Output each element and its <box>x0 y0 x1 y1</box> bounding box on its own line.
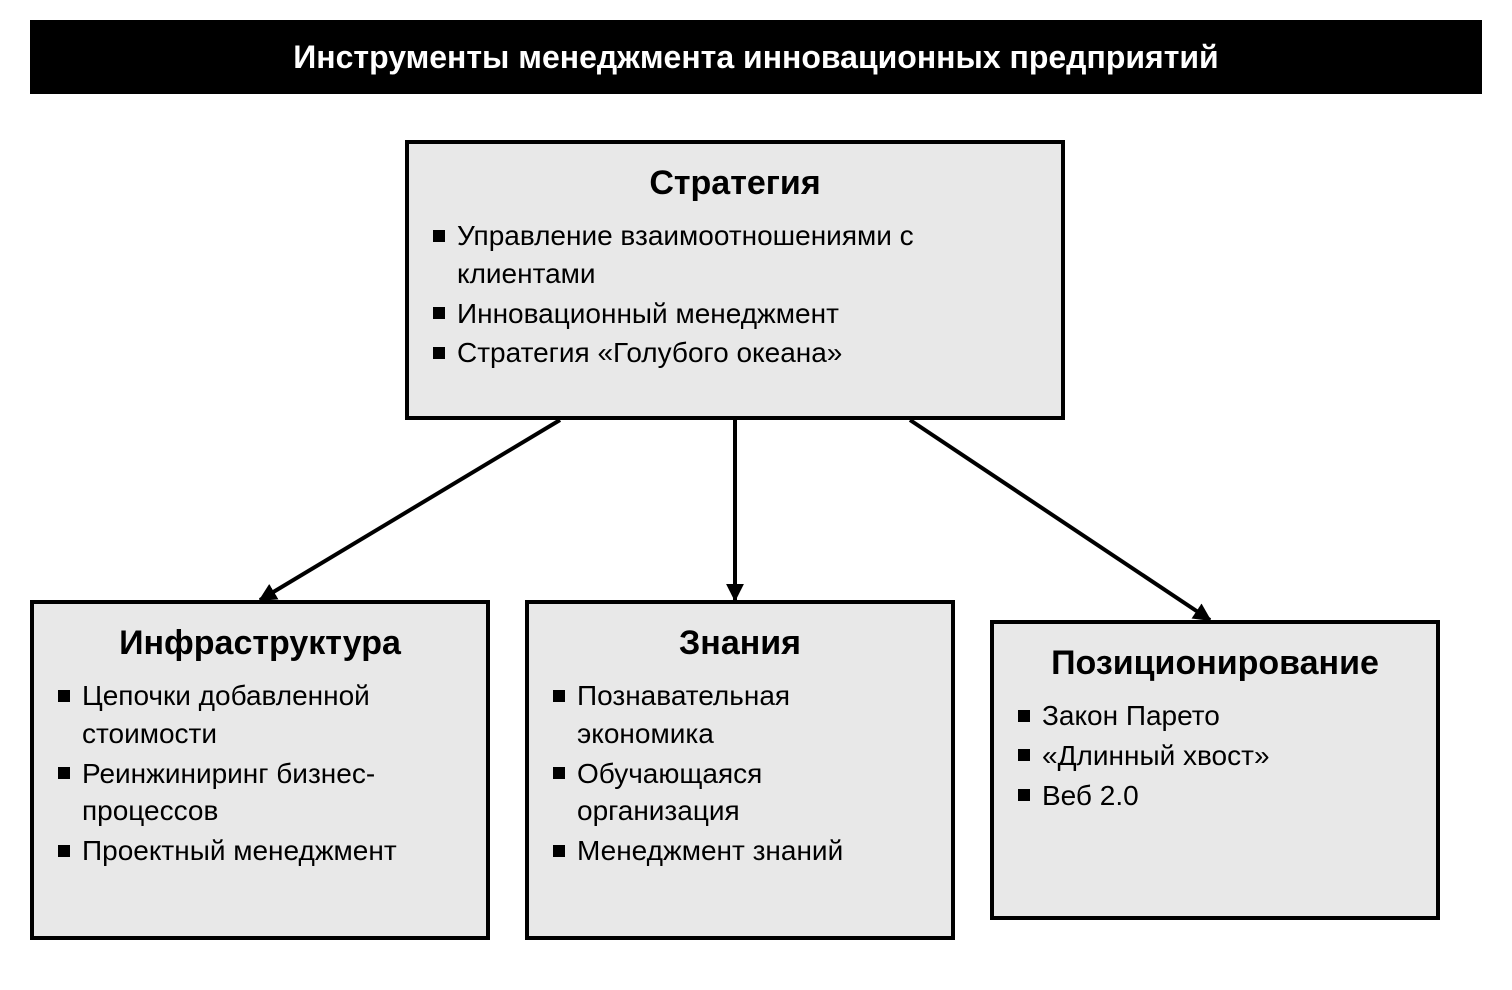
list-item: Стратегия «Голубого океана» <box>433 334 1037 372</box>
list-item: Познавательная экономика <box>553 677 927 753</box>
node-strategy: Стратегия Управление взаимоотношениями с… <box>405 140 1065 420</box>
list-item: Инновационный менеджмент <box>433 295 1037 333</box>
diagram-header-text: Инструменты менеджмента инновационных пр… <box>293 39 1218 76</box>
list-item: Веб 2.0 <box>1018 777 1412 815</box>
node-infrastructure-items: Цепочки добавленной стоимости Реинжинири… <box>58 677 462 870</box>
node-positioning-items: Закон Парето «Длинный хвост» Веб 2.0 <box>1018 697 1412 814</box>
node-positioning-title: Позиционирование <box>1018 644 1412 683</box>
list-item: Закон Парето <box>1018 697 1412 735</box>
node-positioning: Позиционирование Закон Парето «Длинный х… <box>990 620 1440 920</box>
list-item: «Длинный хвост» <box>1018 737 1412 775</box>
list-item: Цепочки добавленной стоимости <box>58 677 462 753</box>
list-item: Реинжиниринг бизнес-процессов <box>58 755 462 831</box>
node-knowledge: Знания Познавательная экономика Обучающа… <box>525 600 955 940</box>
list-item: Обучающаяся организация <box>553 755 927 831</box>
node-knowledge-title: Знания <box>553 624 927 663</box>
node-infrastructure-title: Инфраструктура <box>58 624 462 663</box>
list-item: Управление взаимоотношениями с клиентами <box>433 217 1037 293</box>
list-item: Проектный менеджмент <box>58 832 462 870</box>
node-strategy-title: Стратегия <box>433 164 1037 203</box>
diagram-header: Инструменты менеджмента инновационных пр… <box>30 20 1482 94</box>
node-infrastructure: Инфраструктура Цепочки добавленной стоим… <box>30 600 490 940</box>
node-knowledge-items: Познавательная экономика Обучающаяся орг… <box>553 677 927 870</box>
list-item: Менеджмент знаний <box>553 832 927 870</box>
node-strategy-items: Управление взаимоотношениями с клиентами… <box>433 217 1037 372</box>
